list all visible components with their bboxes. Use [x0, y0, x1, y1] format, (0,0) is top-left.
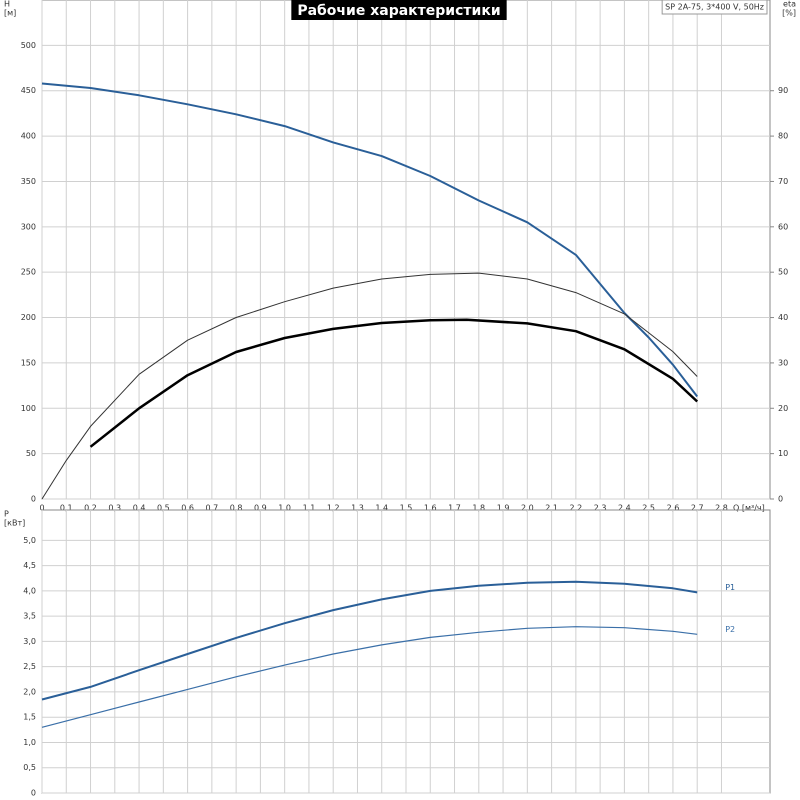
x-tick-label: 1,6: [424, 504, 437, 513]
x-tick-label: 2,0: [521, 504, 534, 513]
x-tick-label: 1,9: [497, 504, 510, 513]
series-line: [41, 580, 698, 701]
y-tick-label: 500: [21, 41, 36, 50]
y-tick-label: 350: [21, 177, 36, 186]
y-tick-label: 300: [21, 222, 36, 231]
x-tick-label: 1,2: [327, 504, 340, 513]
y-tick-label: 3,0: [23, 637, 36, 646]
x-tick-label: 2,1: [545, 504, 558, 513]
y2-tick-label: 70: [778, 177, 788, 186]
x-tick-label: 0,8: [230, 504, 243, 513]
x-tick-label: 2,3: [594, 504, 607, 513]
x-tick-label: 0,1: [60, 504, 73, 513]
x-tick-label: 1,7: [448, 504, 461, 513]
y2-axis-label: [%]: [782, 9, 796, 18]
y-axis-label: H: [4, 0, 10, 9]
x-tick-label: 0,9: [254, 504, 267, 513]
y-tick-label: 1,0: [23, 738, 36, 747]
y2-tick-label: 90: [778, 86, 788, 95]
y2-tick-label: 10: [778, 449, 788, 458]
y-tick-label: 2,5: [23, 662, 36, 671]
x-tick-label: 0,6: [181, 504, 194, 513]
y2-tick-label: 50: [778, 268, 788, 277]
x-tick-label: 0: [39, 504, 44, 513]
chart-title: Рабочие характеристики: [297, 3, 500, 19]
series-line: [89, 318, 699, 448]
y-tick-label: 450: [21, 86, 36, 95]
y-tick-label: 100: [21, 404, 36, 413]
y-tick-label: 400: [21, 132, 36, 141]
y-tick-label: 50: [26, 449, 36, 458]
y-tick-label: 250: [21, 268, 36, 277]
y2-tick-label: 60: [778, 222, 788, 231]
y-tick-label: 1,5: [23, 713, 36, 722]
x-tick-label: 1,4: [375, 504, 388, 513]
x-tick-label: 1,0: [278, 504, 291, 513]
series-label: P2: [725, 625, 735, 634]
y-axis-label: P: [4, 510, 9, 519]
x-tick-label: 0,5: [157, 504, 170, 513]
y-axis-label: [кВт]: [4, 519, 25, 528]
x-tick-label: 2,6: [667, 504, 680, 513]
x-axis-label: Q [м³/ч]: [733, 504, 765, 513]
y-tick-label: 200: [21, 313, 36, 322]
x-tick-label: 2,4: [618, 504, 631, 513]
series-label: P1: [725, 583, 735, 592]
y2-tick-label: 20: [778, 404, 788, 413]
y-tick-label: 3,5: [23, 612, 36, 621]
y2-tick-label: 40: [778, 313, 788, 322]
title-background: [291, 0, 507, 20]
series-line: [41, 82, 698, 398]
y-tick-label: 2,0: [23, 687, 36, 696]
x-tick-label: 1,1: [303, 504, 316, 513]
annotation: SP 2A-75, 3*400 V, 50Hz: [665, 3, 764, 12]
x-tick-label: 0,7: [205, 504, 218, 513]
y2-axis-label: eta: [783, 0, 796, 9]
y2-tick-label: 30: [778, 358, 788, 367]
y-tick-label: 4,0: [23, 586, 36, 595]
y-tick-label: 5,0: [23, 536, 36, 545]
series-line: [41, 626, 698, 728]
y-tick-label: 0: [31, 789, 36, 798]
x-tick-label: 2,7: [691, 504, 704, 513]
y-tick-label: 0,5: [23, 763, 36, 772]
x-tick-label: 1,5: [400, 504, 413, 513]
x-tick-label: 2,2: [569, 504, 582, 513]
x-tick-label: 1,8: [472, 504, 485, 513]
annotation-box: [661, 0, 768, 15]
x-tick-label: 2,5: [642, 504, 655, 513]
x-tick-label: 0,3: [108, 504, 121, 513]
series-line: [41, 272, 698, 500]
y-tick-label: 0: [31, 495, 36, 504]
y-tick-label: 4,5: [23, 561, 36, 570]
y2-tick-label: 80: [778, 132, 788, 141]
x-tick-label: 0,2: [84, 504, 97, 513]
x-tick-label: 1,3: [351, 504, 364, 513]
x-tick-label: 0,4: [133, 504, 146, 513]
y-tick-label: 150: [21, 358, 36, 367]
x-tick-label: 2,8: [715, 504, 728, 513]
y2-tick-label: 0: [778, 495, 783, 504]
y-axis-label: [м]: [4, 9, 16, 18]
